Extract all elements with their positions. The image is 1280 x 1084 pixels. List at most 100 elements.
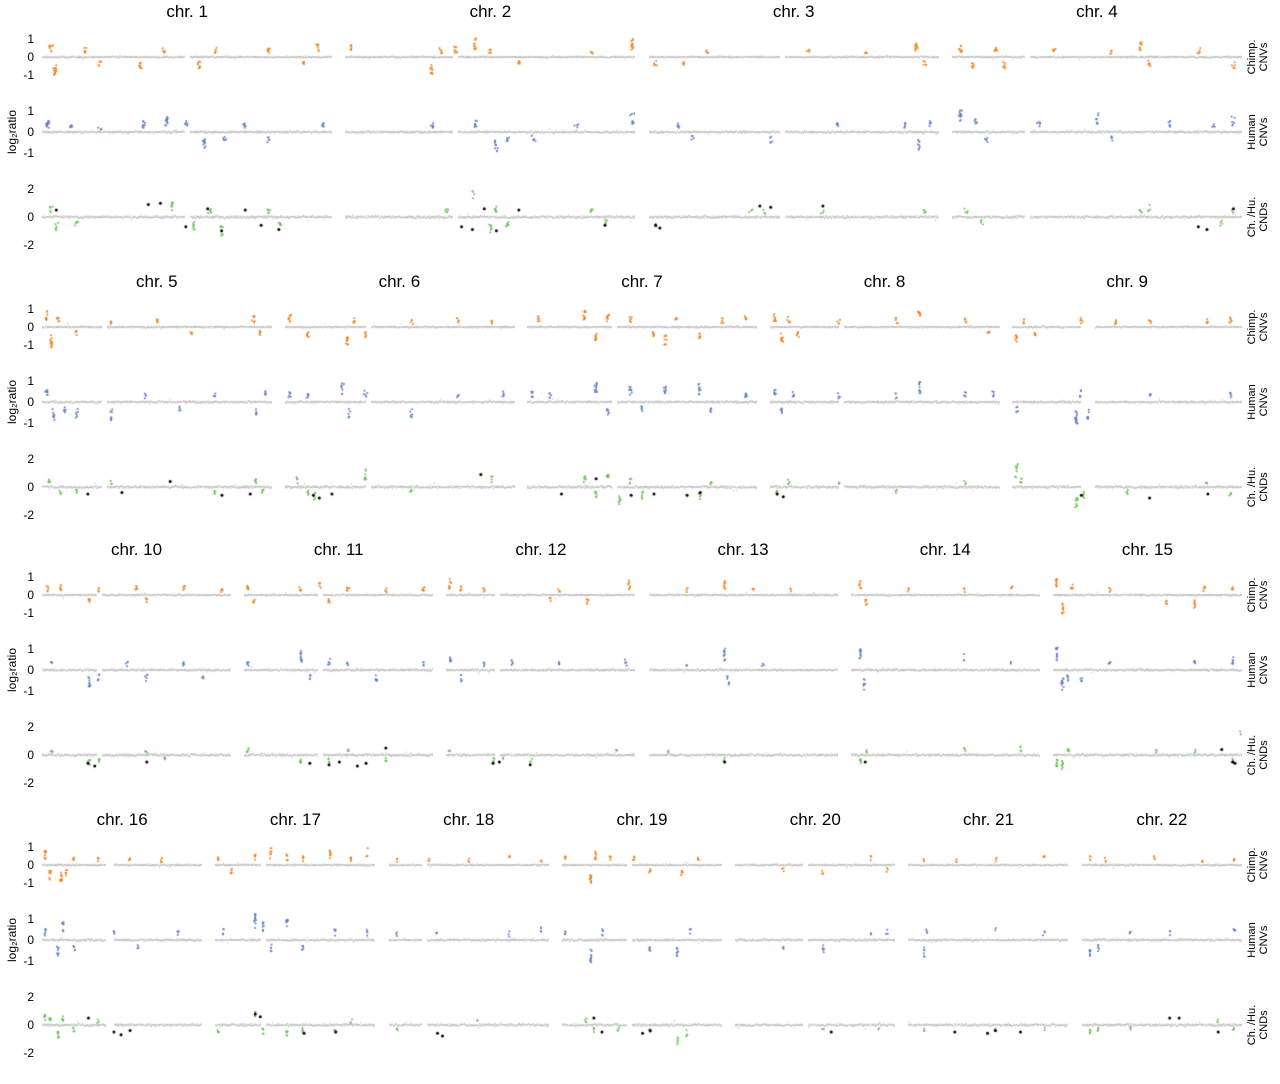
- track-plot-cnd: [1081, 986, 1242, 1064]
- track-plot-human: [951, 100, 1242, 164]
- track-plot-human: [42, 370, 272, 434]
- track-plot-human: [769, 370, 1000, 434]
- track-label-line: Human: [1246, 922, 1258, 958]
- track-plot-chimp: [42, 300, 272, 354]
- track-plot-human: [561, 908, 722, 972]
- track-label-line: CNDs: [1258, 1010, 1270, 1040]
- y-tick-label: 1: [27, 911, 34, 926]
- track-plot-chimp: [1052, 568, 1242, 622]
- track-plot-human: [1052, 638, 1242, 702]
- y-tick-label: -1: [23, 605, 34, 620]
- track-plot-human: [388, 908, 549, 972]
- chromosome-title: chr. 5: [136, 272, 178, 291]
- y-tick-label: 2: [27, 182, 34, 197]
- y-tick-label: 0: [27, 858, 34, 872]
- track-label-human: Human CNVs: [1246, 916, 1270, 964]
- track-plot-chimp: [951, 30, 1242, 84]
- y-tick-label: 2: [27, 452, 34, 467]
- track-plot-chimp: [388, 838, 549, 892]
- track-plot-chimp: [648, 568, 838, 622]
- y-tick-label: -1: [23, 146, 34, 161]
- track-plot-chimp: [215, 838, 376, 892]
- track-label-cnd: Ch. /Hu. CNDs: [1246, 193, 1270, 241]
- track-plot-chimp: [527, 300, 758, 354]
- track-plot-human: [648, 100, 939, 164]
- chromosome-title: chr. 15: [1121, 540, 1173, 559]
- track-plot-human: [42, 638, 231, 702]
- y-tick-label: 2: [27, 720, 34, 735]
- y-tick-label: -1: [23, 875, 34, 890]
- y-tick-label: 0: [27, 320, 34, 334]
- chromosome-title: chr. 14: [919, 540, 971, 559]
- chromosome-title: chr. 1: [166, 2, 208, 21]
- y-tick-label: 1: [27, 840, 34, 855]
- track-label-line: CNDs: [1258, 472, 1270, 502]
- track-label-line: Human: [1246, 114, 1258, 150]
- track-label-line: Ch. /Hu.: [1246, 734, 1258, 776]
- track-plot-human: [446, 638, 636, 702]
- chromosome-row: log₂ratio 1 0 -1 Chimp. CNVs 1 0 -1 Human CNVs 2 0 -2…: [0, 540, 1280, 808]
- chromosome-title: chr. 16: [96, 810, 148, 829]
- track-label-human: Human CNVs: [1246, 378, 1270, 426]
- y-tick-label: 0: [27, 933, 34, 947]
- track-plot-chimp: [42, 30, 332, 84]
- track-label-line: Human: [1246, 384, 1258, 420]
- y-tick-label: -2: [23, 237, 34, 252]
- track-plot-cnd: [561, 986, 722, 1064]
- track-plot-chimp: [1081, 838, 1242, 892]
- track-label-line: Ch. /Hu.: [1246, 1004, 1258, 1046]
- track-label-cnd: Ch. /Hu. CNDs: [1246, 1001, 1270, 1049]
- y-tick-label: -2: [23, 775, 34, 790]
- track-label-cnd: Ch. /Hu. CNDs: [1246, 731, 1270, 779]
- track-plot-chimp: [908, 838, 1069, 892]
- track-plot-chimp: [42, 568, 231, 622]
- track-plot-chimp: [446, 568, 636, 622]
- chromosome-title: chr. 10: [111, 540, 163, 559]
- track-label-line: CNVs: [1258, 925, 1270, 955]
- chromosome-row: log₂ratio 1 0 -1 Chimp. CNVs 1 0 -1 Human CNVs 2 0 -2…: [0, 2, 1280, 270]
- track-label-human: Human CNVs: [1246, 646, 1270, 694]
- chromosome-title: chr. 19: [616, 810, 668, 829]
- chromosome-title: chr. 4: [1076, 2, 1118, 21]
- track-label-line: CNVs: [1258, 580, 1270, 610]
- y-tick-label: -1: [23, 684, 34, 699]
- track-plot-chimp: [284, 300, 515, 354]
- y-tick-label: 0: [27, 210, 34, 224]
- track-label-line: CNVs: [1258, 655, 1270, 685]
- chromosome-title: chr. 12: [515, 540, 567, 559]
- track-plot-cnd: [908, 986, 1069, 1064]
- y-tick-label: 1: [27, 641, 34, 656]
- chromosome-title: chr. 7: [621, 272, 663, 291]
- chromosome-title: chr. 18: [443, 810, 495, 829]
- chromosome-row: log₂ratio 1 0 -1 Chimp. CNVs 1 0 -1 Human CNVs 2 0 -2…: [0, 272, 1280, 540]
- y-tick-label: 0: [27, 125, 34, 139]
- y-tick-label: 1: [27, 570, 34, 585]
- track-label-line: Chimp.: [1246, 577, 1258, 613]
- y-tick-label: 1: [27, 302, 34, 317]
- y-tick-label: 1: [27, 32, 34, 47]
- track-plot-human: [908, 908, 1069, 972]
- y-tick-label: 0: [27, 480, 34, 494]
- track-plot-chimp: [561, 838, 722, 892]
- track-plot-human: [345, 100, 636, 164]
- track-plot-cnd: [951, 178, 1242, 256]
- track-plot-cnd: [42, 986, 202, 1064]
- y-tick-label: 0: [27, 1018, 34, 1032]
- y-tick-label: -1: [23, 67, 34, 82]
- track-plot-human: [42, 908, 202, 972]
- chromosome-title: chr. 9: [1106, 272, 1148, 291]
- track-label-line: CNDs: [1258, 740, 1270, 770]
- track-plot-human: [527, 370, 758, 434]
- track-plot-human: [215, 908, 376, 972]
- track-plot-chimp: [1012, 300, 1243, 354]
- track-plot-human: [244, 638, 434, 702]
- y-tick-label: 0: [27, 588, 34, 602]
- track-label-human: Human CNVs: [1246, 108, 1270, 156]
- track-label-cnd: Ch. /Hu. CNDs: [1246, 463, 1270, 511]
- track-label-line: CNDs: [1258, 202, 1270, 232]
- track-label-chimp: Chimp. CNVs: [1246, 571, 1270, 619]
- track-plot-cnd: [648, 716, 838, 794]
- track-plot-cnd: [648, 178, 939, 256]
- track-plot-human: [1012, 370, 1243, 434]
- track-label-line: Ch. /Hu.: [1246, 196, 1258, 238]
